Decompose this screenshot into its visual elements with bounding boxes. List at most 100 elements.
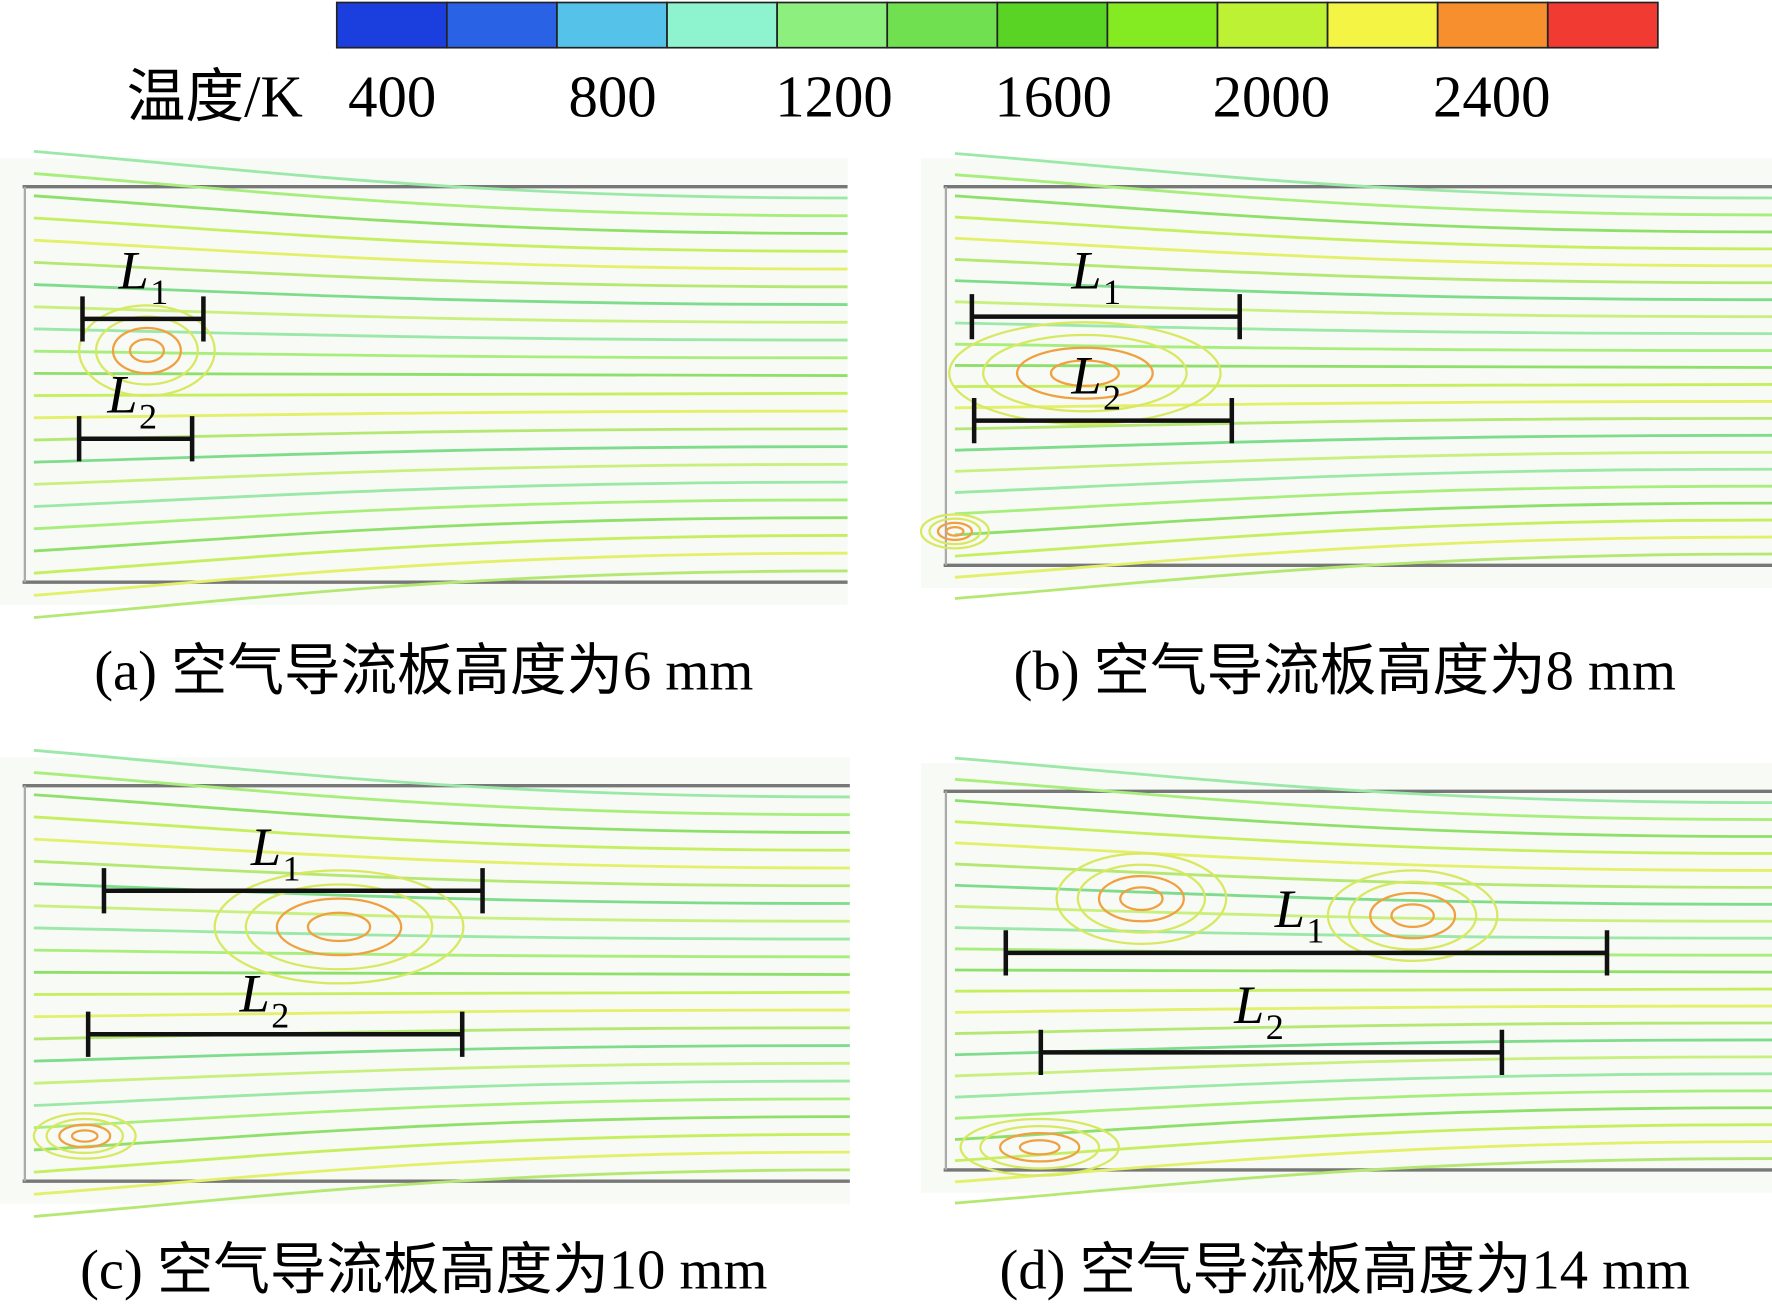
streamline: [954, 467, 1772, 494]
streamline: [954, 342, 1772, 352]
length-label: L: [1070, 240, 1101, 300]
streamline: [954, 883, 1772, 906]
recirculation: [306, 911, 372, 943]
panel: L 1L 2(c) 空气导流板高度为10 mm: [0, 748, 850, 1302]
length-label: L: [1274, 879, 1305, 939]
recirculation: [999, 1132, 1081, 1163]
streamline: [954, 501, 1772, 537]
streamline: [33, 771, 850, 817]
recirculation: [919, 513, 990, 550]
colorbar-segment: [1106, 1, 1219, 49]
recirculation: [32, 1112, 137, 1160]
recirculation: [1076, 863, 1207, 934]
streamline: [954, 279, 1772, 302]
streamline: [954, 841, 1772, 872]
colorbar-segment: [556, 1, 668, 49]
streamline: [33, 859, 850, 888]
panel: L 1L 2(b) 空气导流板高度为8 mm: [919, 152, 1772, 703]
colorbar-segment: [446, 1, 558, 49]
streamline: [33, 948, 850, 959]
streamline: [954, 799, 1772, 838]
streamline: [954, 1004, 1772, 1014]
recirculation: [1119, 886, 1164, 912]
streamline: [33, 516, 848, 553]
recirculation: [1097, 874, 1185, 923]
length-label: L: [250, 817, 281, 877]
colorbar: [335, 1, 1659, 49]
streamline: [954, 152, 1772, 200]
colorbar-segment: [1216, 1, 1329, 49]
streamline: [954, 194, 1772, 234]
streamline: [33, 1044, 850, 1063]
streamline: [954, 484, 1772, 516]
length-subscript: 2: [139, 397, 157, 437]
recirculation: [1055, 852, 1228, 946]
streamline: [33, 371, 848, 378]
panel: L 1L 2(d) 空气导流板高度为14 mm: [921, 756, 1772, 1302]
streamline: [954, 820, 1772, 855]
streamline: [33, 837, 850, 870]
streamline: [33, 1061, 850, 1085]
streamline: [954, 1072, 1772, 1099]
streamline: [33, 480, 848, 508]
recirculation: [959, 1117, 1120, 1177]
recirculation: [936, 521, 974, 541]
streamline: [33, 990, 850, 996]
recirculation: [1326, 869, 1499, 962]
colorbar-segment: [1546, 1, 1659, 49]
streamline: [33, 194, 848, 235]
streamline: [954, 400, 1772, 410]
streamline: [954, 416, 1772, 431]
length-subscript: 2: [271, 995, 289, 1035]
recirculation: [70, 1129, 99, 1143]
length-subscript: 1: [1103, 272, 1121, 312]
streamline: [954, 215, 1772, 251]
streamline: [33, 349, 848, 360]
streamline: [33, 970, 850, 976]
streamline: [33, 149, 848, 200]
colorbar-tick-label: 1200: [775, 65, 893, 130]
recirculation: [213, 869, 465, 985]
panel-caption: (a) 空气导流板高度为6 mm: [94, 641, 753, 703]
streamline: [954, 1055, 1772, 1078]
length-subscript: 1: [150, 272, 168, 312]
streamline: [33, 815, 850, 852]
streamline: [33, 1008, 850, 1019]
length-label: L: [106, 365, 137, 425]
recirculation: [979, 1124, 1101, 1170]
streamline: [33, 498, 848, 531]
streamline: [33, 534, 848, 575]
colorbar-tick-label: 2400: [1433, 65, 1551, 130]
colorbar-segment: [1326, 1, 1439, 49]
panel: L 1L 2(a) 空气导流板高度为6 mm: [0, 149, 848, 703]
length-label: L: [239, 964, 270, 1024]
colorbar-label: 温度/K: [127, 65, 303, 130]
recirculation: [982, 333, 1188, 413]
panel-caption: (d) 空气导流板高度为14 mm: [1000, 1240, 1691, 1302]
streamline: [954, 1089, 1772, 1120]
recirculation: [945, 526, 965, 537]
recirculation: [244, 883, 434, 971]
streamline: [954, 777, 1772, 821]
recirculation: [1347, 880, 1478, 951]
streamline: [33, 926, 850, 941]
streamline: [33, 1097, 850, 1130]
streamline: [33, 445, 848, 464]
streamline: [954, 1021, 1772, 1035]
streamline: [33, 882, 850, 905]
colorbar-segment: [1436, 1, 1549, 49]
streamline: [954, 552, 1772, 600]
panel-caption: (c) 空气导流板高度为10 mm: [80, 1240, 767, 1302]
colorbar-tick-label: 800: [568, 65, 656, 130]
colorbar-segment: [886, 1, 999, 49]
recirculation: [1015, 346, 1154, 400]
streamline: [33, 748, 850, 799]
length-subscript: 2: [1266, 1007, 1284, 1047]
streamline: [33, 793, 850, 834]
streamline: [954, 862, 1772, 889]
streamline: [33, 569, 848, 619]
streamline: [954, 383, 1772, 389]
streamline: [954, 258, 1772, 285]
recirculation: [948, 321, 1222, 426]
